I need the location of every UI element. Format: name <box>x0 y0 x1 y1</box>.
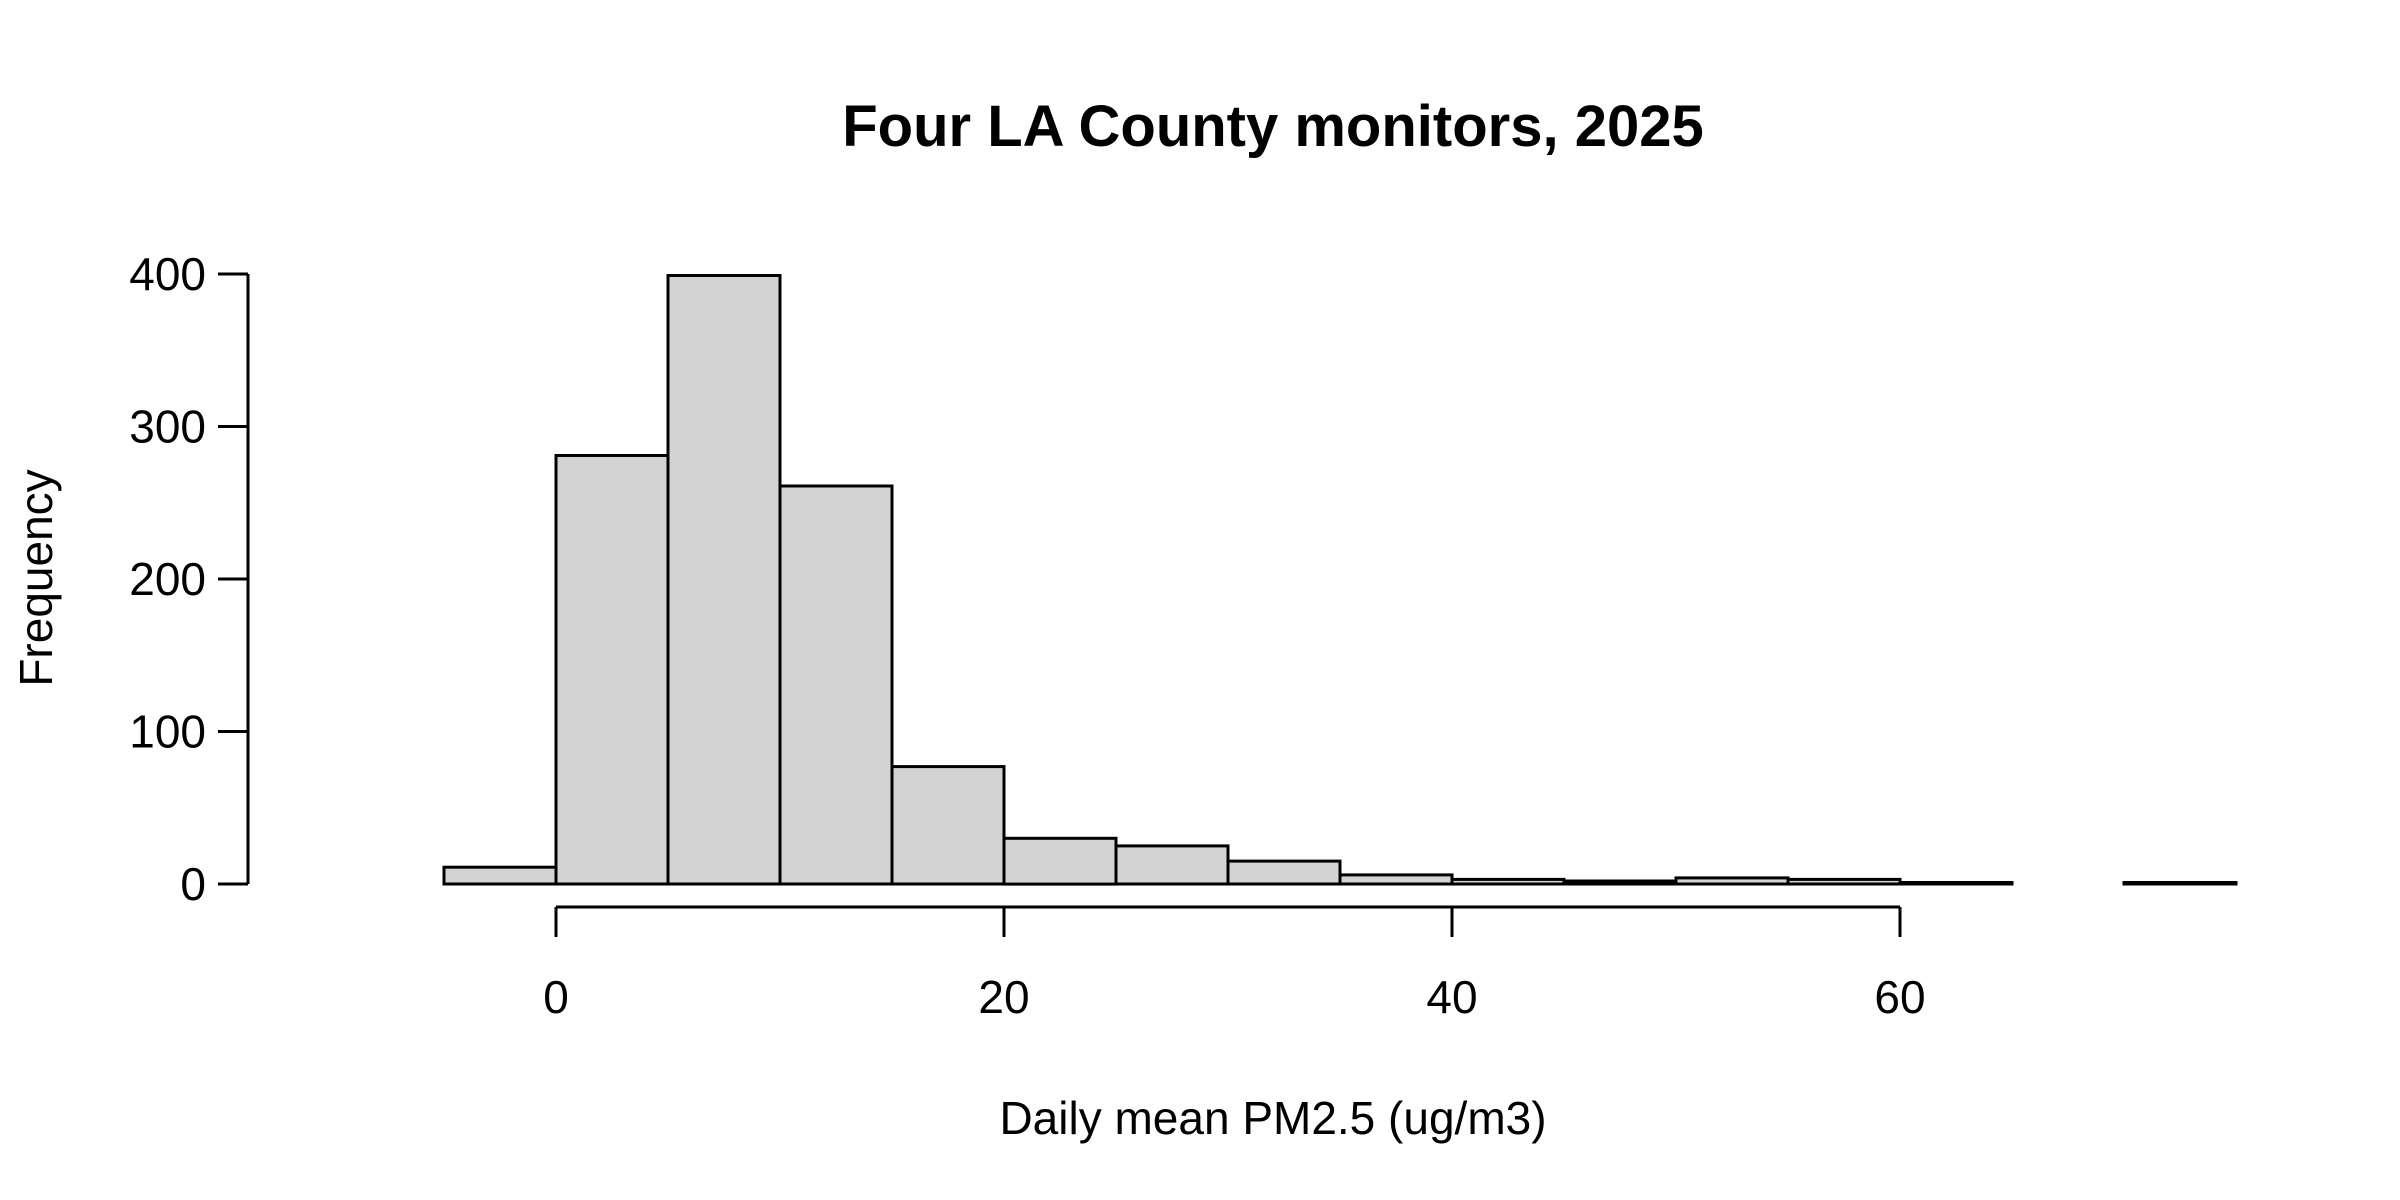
y-axis-tick-label: 300 <box>129 401 206 453</box>
histogram-bar <box>1450 877 1566 886</box>
histogram-bar <box>1002 836 1118 886</box>
x-axis: 0 20 40 60 <box>543 905 1926 1023</box>
y-axis-tick-label: 200 <box>129 553 206 605</box>
histogram-bar <box>442 865 558 886</box>
histogram-bar <box>890 765 1006 886</box>
y-axis-tick-label: 400 <box>129 248 206 300</box>
x-axis-tick-label: 20 <box>978 971 1029 1023</box>
x-axis-tick-label: 60 <box>1874 971 1925 1023</box>
x-axis-tick-label: 0 <box>543 971 569 1023</box>
histogram-bar <box>1562 879 1678 886</box>
histogram-bar <box>666 274 782 886</box>
y-axis-tick-label: 100 <box>129 706 206 758</box>
histogram-bar <box>1226 859 1342 886</box>
y-axis: 0 100 200 300 400 <box>129 248 250 910</box>
histogram-bar <box>1786 877 1902 886</box>
histogram-bar <box>1338 873 1454 886</box>
histogram-bar <box>554 454 670 886</box>
histogram-bars <box>442 274 2238 886</box>
histogram-bar <box>2122 881 2238 886</box>
histogram-bar <box>1674 876 1790 886</box>
histogram-bar <box>1114 844 1230 886</box>
chart-title: Four LA County monitors, 2025 <box>842 94 1703 159</box>
histogram-bar <box>1898 881 2014 886</box>
x-axis-label: Daily mean PM2.5 (ug/m3) <box>999 1092 1546 1144</box>
y-axis-label: Frequency <box>10 469 62 686</box>
y-axis-tick-label: 0 <box>180 858 206 910</box>
x-axis-tick-label: 40 <box>1426 971 1477 1023</box>
histogram-bar <box>778 484 894 886</box>
